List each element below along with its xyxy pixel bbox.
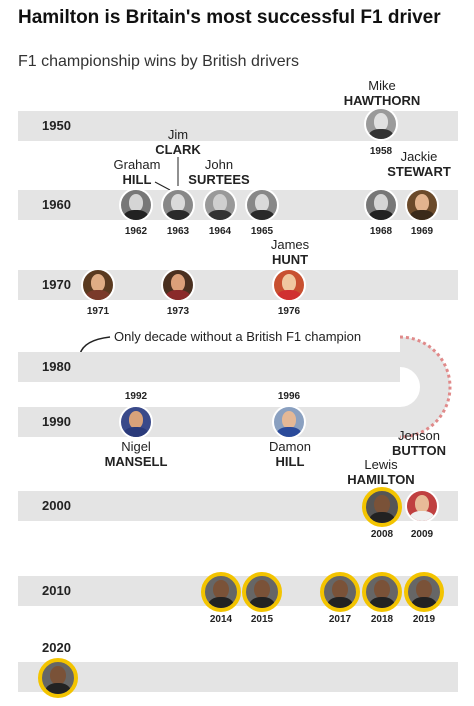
page-subtitle: F1 championship wins by British drivers [18, 53, 299, 70]
year-label: 2014 [209, 614, 233, 625]
driver-photo-damon-hill-1996 [272, 405, 306, 439]
driver-name-button: Jenson BUTTON [392, 428, 446, 458]
decade-label-2020: 2020 [42, 640, 71, 655]
year-label: 1965 [250, 226, 274, 237]
driver-photo-hamilton-2018 [362, 572, 402, 612]
driver-name-hawthorn: Mike HAWTHORN [343, 78, 421, 108]
year-label: 2019 [412, 614, 436, 625]
year-label: 1964 [208, 226, 232, 237]
driver-name-stewart: Jackie STEWART [387, 149, 451, 179]
band-1990 [18, 407, 400, 437]
decade-label-1950: 1950 [42, 118, 71, 133]
year-label: 2017 [328, 614, 352, 625]
year-label: 2008 [370, 529, 394, 540]
decade-note: Only decade without a British F1 champio… [114, 329, 362, 344]
decade-label-1990: 1990 [42, 414, 71, 429]
driver-photo-stewart-1969 [405, 188, 439, 222]
driver-photo-mansell-1992 [119, 405, 153, 439]
driver-photo-surtees-1964 [203, 188, 237, 222]
driver-photo-hill-1968 [364, 188, 398, 222]
driver-name-surtees: John SURTEES [188, 157, 250, 187]
driver-photo-hamilton-2008 [362, 487, 402, 527]
driver-photo-hamilton-2015 [242, 572, 282, 612]
driver-photo-hamilton-2014 [201, 572, 241, 612]
driver-photo-hamilton-2020 [38, 658, 78, 698]
driver-name-mansell: Nigel MANSELL [104, 439, 168, 469]
decade-label-1960: 1960 [42, 197, 71, 212]
decade-label-1980: 1980 [42, 359, 71, 374]
band-2020 [18, 662, 458, 692]
driver-photo-stewart-1973 [161, 268, 195, 302]
driver-photo-clark-1963 [161, 188, 195, 222]
decade-label-2010: 2010 [42, 583, 71, 598]
year-label: 1976 [277, 306, 301, 317]
driver-photo-clark-1965 [245, 188, 279, 222]
driver-name-clark: Jim CLARK [155, 127, 201, 157]
year-label: 1958 [369, 146, 393, 157]
year-label: 1971 [86, 306, 110, 317]
driver-photo-hill-1962 [119, 188, 153, 222]
year-label: 1963 [166, 226, 190, 237]
year-label: 1992 [124, 391, 148, 402]
year-label: 1969 [410, 226, 434, 237]
decade-label-1970: 1970 [42, 277, 71, 292]
driver-photo-hamilton-2019 [404, 572, 444, 612]
track-curve [399, 337, 450, 437]
driver-photo-stewart-1971 [81, 268, 115, 302]
driver-name-hunt: James HUNT [270, 237, 310, 267]
band-1980 [18, 352, 400, 382]
track-curb [399, 335, 452, 439]
year-label: 1962 [124, 226, 148, 237]
year-label: 2015 [250, 614, 274, 625]
driver-photo-hunt-1976 [272, 268, 306, 302]
driver-name-graham-hill: Graham HILL [113, 157, 161, 187]
year-label: 1996 [277, 391, 301, 402]
driver-photo-hamilton-2017 [320, 572, 360, 612]
decade-label-2000: 2000 [42, 498, 71, 513]
driver-name-damon-hill: Damon HILL [269, 439, 311, 469]
year-label: 2009 [410, 529, 434, 540]
note-arrow [79, 336, 111, 355]
year-label: 1968 [369, 226, 393, 237]
year-label: 2018 [370, 614, 394, 625]
driver-photo-button-2009 [405, 489, 439, 523]
year-label: 1973 [166, 306, 190, 317]
page-title: Hamilton is Britain's most successful F1… [18, 7, 441, 28]
driver-photo-hawthorn [364, 107, 398, 141]
driver-name-hamilton: Lewis HAMILTON [347, 457, 415, 487]
